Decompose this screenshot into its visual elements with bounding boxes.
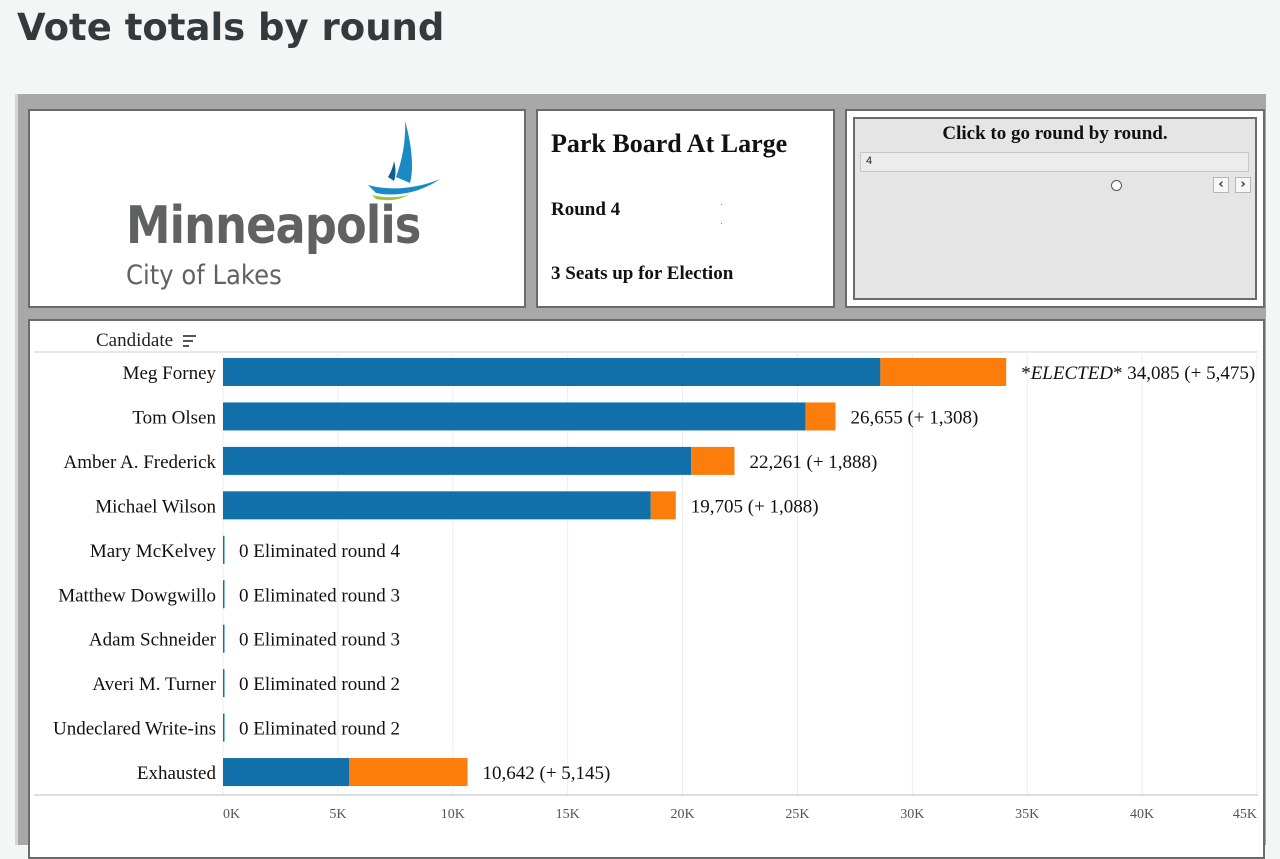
bar-value-label: *ELECTED* 34,085 (+ 5,475) [1021, 363, 1255, 384]
bar-prior[interactable] [223, 535, 225, 564]
contest-info-panel: Park Board At Large Round 4 3 Seats up f… [536, 109, 835, 308]
candidate-label: Tom Olsen [132, 407, 216, 428]
logo-panel: Minneapolis City of Lakes [28, 109, 526, 308]
bar-prior[interactable] [223, 358, 881, 386]
bar-value-label: 19,705 (+ 1,088) [691, 496, 819, 517]
round-label: Round 4 [551, 199, 621, 220]
bar-prior[interactable] [223, 758, 350, 787]
x-tick-label: 35K [1015, 807, 1039, 822]
candidate-label: Michael Wilson [95, 496, 216, 517]
bar-value-label: 0 Eliminated round 2 [239, 674, 400, 695]
bar-prior[interactable] [223, 491, 651, 520]
page-title: Vote totals by round [17, 6, 445, 49]
x-tick-label: 30K [900, 807, 924, 822]
contest-title: Park Board At Large [551, 129, 788, 158]
marker-dot [721, 223, 722, 224]
bar-value-label: 22,261 (+ 1,888) [750, 452, 878, 473]
x-axis-ticks: 0K 5K 10K 15K 20K 25K 30K 35K 40K 45K [223, 807, 1257, 822]
candidate-label: Averi M. Turner [92, 674, 216, 695]
x-tick-label: 0K [223, 807, 240, 822]
round-control-panel: Click to go round by round. 4 ‹ › [845, 109, 1265, 308]
bar-prior[interactable] [223, 402, 806, 431]
candidate-label: Adam Schneider [89, 630, 217, 651]
bar-gain[interactable] [349, 758, 468, 787]
x-tick-label: 25K [785, 807, 809, 822]
bar-gain[interactable] [691, 446, 735, 475]
seats-label: 3 Seats up for Election [551, 263, 734, 284]
logo-tagline: City of Lakes [126, 260, 282, 291]
x-tick-label: 45K [1233, 807, 1257, 822]
bar-value-label: 0 Eliminated round 4 [239, 541, 400, 562]
bar-value-label: 0 Eliminated round 3 [239, 585, 400, 606]
bars [223, 358, 1007, 787]
logo-wordmark: Minneapolis [126, 196, 421, 256]
dashboard: Minneapolis City of Lakes Park Board At … [15, 94, 1266, 859]
bar-prior[interactable] [223, 624, 225, 653]
bar-value-label: 0 Eliminated round 2 [239, 719, 400, 740]
sort-icon[interactable] [183, 335, 196, 347]
bar-value-label: 26,655 (+ 1,308) [850, 407, 978, 428]
labels: Meg Forney *ELECTED* 34,085 (+ 5,475) Tom … [53, 363, 1255, 784]
round-control-title: Click to go round by round. [942, 123, 1168, 144]
previous-round-button[interactable]: ‹ [1213, 177, 1229, 193]
x-tick-label: 15K [556, 807, 580, 822]
x-tick-label: 10K [441, 807, 465, 822]
candidate-label: Undeclared Write-ins [53, 719, 216, 740]
bar-prior[interactable] [223, 580, 225, 609]
candidate-column-header: Candidate [96, 330, 173, 351]
candidate-label: Meg Forney [123, 363, 217, 384]
bar-value-label: 0 Eliminated round 3 [239, 630, 400, 651]
candidate-label: Matthew Dowgwillo [58, 585, 216, 606]
round-control: Click to go round by round. 4 ‹ › [853, 117, 1257, 300]
candidate-label: Amber A. Frederick [64, 452, 217, 473]
chart-panel: Candidate Meg Forney *ELECTED* 34,085 (+ … [28, 319, 1265, 859]
round-slider-handle[interactable] [1111, 180, 1122, 191]
x-tick-label: 5K [329, 807, 346, 822]
next-round-button[interactable]: › [1235, 177, 1251, 193]
x-tick-label: 20K [670, 807, 694, 822]
bar-prior[interactable] [223, 669, 225, 698]
bar-gain[interactable] [805, 402, 836, 431]
bar-gain[interactable] [880, 358, 1007, 386]
vote-chart: Candidate Meg Forney *ELECTED* 34,085 (+ … [34, 330, 1258, 822]
chevron-left-icon: ‹ [1218, 177, 1224, 192]
sailboat-logo-icon [368, 121, 440, 201]
candidate-label: Mary McKelvey [90, 541, 217, 562]
chevron-right-icon: › [1240, 177, 1246, 192]
bar-prior[interactable] [223, 713, 225, 742]
marker-dot [721, 204, 722, 205]
bar-value-label: 10,642 (+ 5,145) [483, 763, 611, 784]
bar-gain[interactable] [650, 491, 676, 520]
candidate-label: Exhausted [137, 763, 217, 784]
x-tick-label: 40K [1130, 807, 1154, 822]
bar-prior[interactable] [223, 446, 692, 475]
round-input[interactable]: 4 [860, 152, 1249, 172]
